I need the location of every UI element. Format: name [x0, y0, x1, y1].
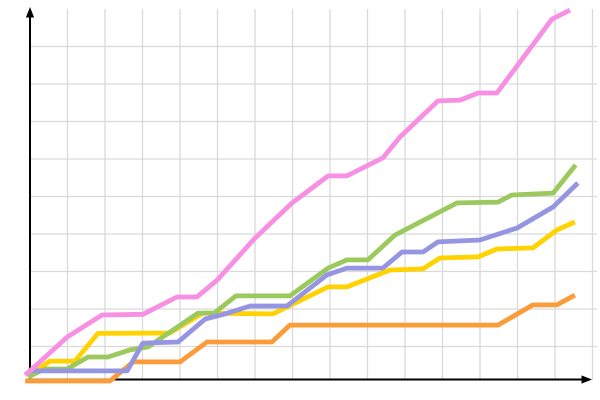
series-group	[23, 7, 580, 384]
y-axis-arrow-icon	[25, 7, 35, 18]
series-green-line	[27, 163, 578, 380]
series-gold-line	[26, 219, 576, 379]
series-violet-line	[23, 7, 572, 377]
series-orange-line	[25, 292, 577, 384]
axes	[25, 7, 592, 384]
x-axis-arrow-icon	[581, 375, 592, 384]
series-periwinkle-line	[28, 181, 580, 374]
